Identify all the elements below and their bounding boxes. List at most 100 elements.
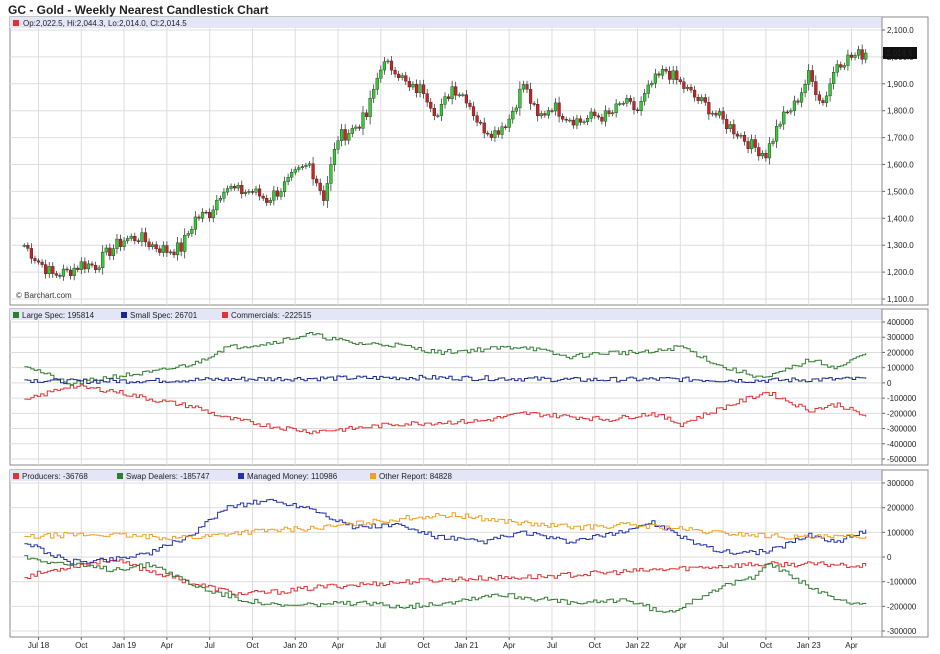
- candle-body: [707, 102, 711, 115]
- candle-body: [183, 235, 187, 252]
- series-line-3: [24, 384, 867, 435]
- candle-body: [318, 182, 322, 191]
- candle-body: [757, 147, 761, 157]
- legend-label: Other Report: 84828: [379, 472, 452, 481]
- y-tick-label: 400000: [887, 318, 914, 327]
- candle-body: [678, 79, 682, 82]
- candle-body: [849, 54, 854, 58]
- candle-body: [261, 195, 265, 199]
- candle-body: [625, 98, 629, 104]
- candle-body: [653, 73, 657, 84]
- x-tick-label: Apr: [845, 641, 858, 650]
- y-tick-label: 300000: [887, 479, 914, 488]
- x-tick-label: Jan 19: [112, 641, 137, 650]
- candle-body: [618, 103, 622, 105]
- y-tick-label: -200000: [887, 409, 917, 418]
- candle-body: [728, 124, 732, 130]
- last-price-label: 2,014.5: [886, 49, 913, 58]
- candle-body: [422, 84, 426, 94]
- candle-body: [543, 113, 547, 116]
- x-tick-label: Jan 22: [626, 641, 651, 650]
- candle-body: [111, 248, 116, 256]
- candle-body: [33, 258, 37, 261]
- y-tick-label: 1,300.0: [887, 241, 914, 250]
- candle-body: [764, 153, 768, 159]
- candle-body: [471, 106, 476, 116]
- candle-body: [864, 52, 868, 60]
- y-tick-label: -400000: [887, 440, 917, 449]
- candle-body: [357, 126, 362, 129]
- candle-body: [575, 118, 579, 126]
- candle-body: [582, 121, 586, 123]
- candle-body: [817, 94, 821, 101]
- candle-body: [839, 64, 843, 68]
- candle-body: [90, 263, 94, 266]
- last-price-marker: [883, 46, 917, 59]
- candle-body: [454, 86, 458, 96]
- candle-body: [411, 84, 415, 88]
- candle-body: [846, 54, 850, 66]
- candle-body: [397, 73, 401, 78]
- candle-body: [660, 69, 665, 76]
- candle-body: [218, 198, 222, 201]
- candle-body: [511, 110, 515, 120]
- candle-body: [700, 97, 704, 101]
- candle-body: [272, 190, 276, 201]
- candle-body: [44, 264, 48, 274]
- y-tick-label: 1,600.0: [887, 161, 914, 170]
- candle-body: [432, 108, 436, 116]
- series-line-1: [24, 332, 867, 386]
- legend-label: Small Spec: 26701: [130, 311, 198, 320]
- y-tick-label: 0: [887, 553, 892, 562]
- candle-body: [47, 266, 51, 274]
- candle-body: [418, 84, 422, 94]
- candle-body: [710, 112, 715, 115]
- candle-body: [536, 104, 540, 117]
- candle-body: [664, 69, 668, 72]
- candle-body: [725, 119, 729, 130]
- candle-body: [389, 60, 394, 71]
- candle-body: [610, 112, 615, 115]
- x-tick-label: Apr: [503, 641, 516, 650]
- x-tick-label: Oct: [246, 641, 259, 650]
- x-tick-label: Apr: [332, 641, 345, 650]
- candle-body: [93, 265, 98, 270]
- panel-frame-1: [9, 308, 929, 466]
- candle-body: [190, 229, 194, 234]
- x-tick-label: Jul: [718, 641, 728, 650]
- candle-body: [774, 126, 779, 142]
- y-tick-label: -500000: [887, 455, 917, 464]
- x-tick-label: Jan 23: [797, 641, 822, 650]
- candle-body: [632, 101, 636, 111]
- candle-body: [361, 112, 365, 129]
- candle-body: [322, 190, 326, 201]
- candle-body: [222, 191, 226, 199]
- candle-body: [275, 190, 280, 197]
- legend-label: Producers: -36768: [22, 472, 88, 481]
- x-tick-label: Oct: [589, 641, 602, 650]
- candle-body: [54, 273, 58, 276]
- candle-body: [315, 178, 319, 184]
- candle-body: [86, 263, 91, 270]
- candle-body: [297, 167, 301, 170]
- candle-body: [36, 260, 41, 263]
- candle-body: [143, 232, 148, 243]
- candle-body: [61, 268, 66, 277]
- candle-body: [443, 96, 447, 105]
- candle-body: [614, 103, 618, 113]
- legend-swatch: [238, 473, 244, 479]
- candle-body: [161, 245, 165, 253]
- candle-body: [332, 149, 337, 165]
- candle-body: [200, 211, 205, 219]
- candle-body: [186, 233, 190, 236]
- candle-body: [675, 70, 679, 80]
- candle-body: [525, 84, 529, 90]
- candle-body: [311, 163, 315, 180]
- y-tick-label: 1,500.0: [887, 187, 914, 196]
- candle-body: [26, 245, 30, 249]
- x-tick-label: Oct: [75, 641, 88, 650]
- candle-body: [265, 198, 269, 203]
- candle-body: [496, 130, 501, 135]
- candle-body: [290, 172, 294, 178]
